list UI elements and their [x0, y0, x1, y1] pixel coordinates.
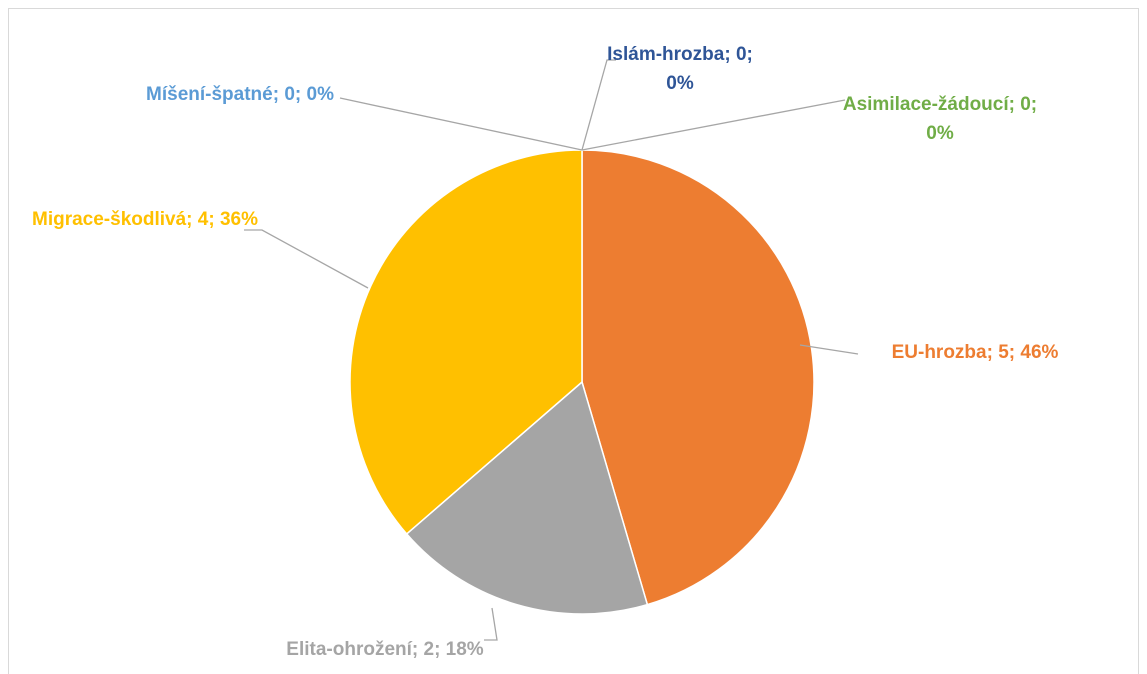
data-label: Elita-ohrožení; 2; 18% [286, 639, 484, 660]
leader-line [581, 99, 846, 151]
data-label: Asimilace-žádoucí; 0; 0% [842, 94, 1038, 144]
leader-line [799, 344, 859, 355]
pie-slice [349, 149, 583, 535]
chart-border [8, 8, 1139, 674]
pie-slice [581, 149, 815, 606]
data-label: Míšení-špatné; 0; 0% [146, 84, 334, 105]
leader-line [484, 607, 498, 641]
leader-line [339, 97, 583, 151]
leader-line [244, 229, 369, 289]
leader-line [581, 59, 616, 151]
data-label: Migrace-škodlivá; 4; 36% [32, 209, 258, 230]
data-label: Islám-hrozba; 0; 0% [607, 44, 753, 94]
pie-slice [405, 380, 649, 615]
data-label: EU-hrozba; 5; 46% [891, 342, 1059, 363]
